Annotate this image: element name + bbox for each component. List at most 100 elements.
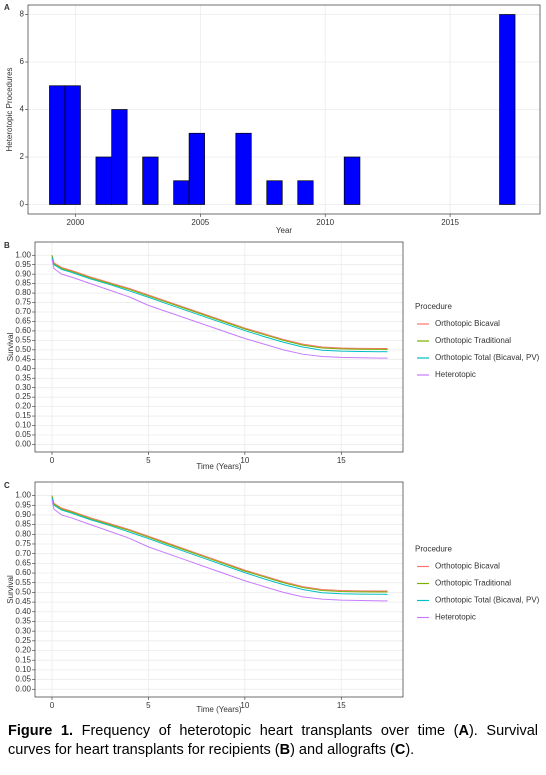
bar bbox=[173, 180, 190, 205]
panel-b: 0.000.050.100.150.200.250.300.350.400.45… bbox=[4, 241, 540, 471]
caption-text: B bbox=[279, 742, 291, 758]
y-tick-label: 0.20 bbox=[15, 402, 31, 411]
y-tick-label: 0.25 bbox=[15, 636, 31, 645]
caption-text: A bbox=[458, 723, 469, 739]
y-tick-label: 0.05 bbox=[15, 430, 31, 439]
bar bbox=[297, 180, 314, 205]
y-tick-label: 0.25 bbox=[15, 392, 31, 401]
bar bbox=[188, 132, 205, 205]
panel-background bbox=[35, 482, 403, 697]
y-tick-label: 0.40 bbox=[15, 364, 31, 373]
caption-text: Frequency of heterotopic heart transplan… bbox=[73, 723, 459, 739]
legend-label: Heterotopic bbox=[435, 613, 476, 622]
x-axis-title: Time (Years) bbox=[196, 705, 242, 714]
panel-a: 0 2 4 6 8 2000 2005 2010 2015 A Year Heterotopic Pr… bbox=[4, 3, 541, 235]
y-tick-label: 0.80 bbox=[15, 288, 31, 297]
legend-title: Procedure bbox=[415, 545, 452, 554]
bar bbox=[64, 85, 81, 205]
y-tick-label: 0.30 bbox=[15, 626, 31, 635]
y-tick-label: 6 bbox=[20, 57, 25, 66]
x-tick-label: 5 bbox=[146, 701, 151, 710]
x-tick-label: 0 bbox=[50, 456, 55, 465]
x-tick-label: 2010 bbox=[316, 218, 334, 227]
panel-border bbox=[34, 481, 404, 698]
y-tick-label: 0.50 bbox=[15, 588, 31, 597]
y-tick-label: 0.30 bbox=[15, 383, 31, 392]
survival-line bbox=[51, 255, 388, 350]
caption-text: ). Survival curves for heart transplants… bbox=[8, 723, 538, 758]
y-tick-label: 1.00 bbox=[15, 250, 31, 259]
y-tick-label: 0.55 bbox=[15, 335, 31, 344]
y-tick-label: 0.00 bbox=[15, 440, 31, 449]
legend-label: Orthotopic Bicaval bbox=[435, 562, 500, 571]
y-tick-label: 8 bbox=[20, 10, 25, 19]
panel-tag: B bbox=[4, 241, 10, 250]
bar bbox=[266, 180, 283, 205]
bar bbox=[235, 132, 252, 205]
x-axis-title: Year bbox=[276, 226, 293, 235]
survival-line bbox=[51, 257, 388, 353]
y-tick-label: 0.75 bbox=[15, 539, 31, 548]
survival-line bbox=[51, 495, 388, 593]
bar bbox=[142, 156, 159, 205]
x-tick-label: 15 bbox=[337, 701, 346, 710]
x-tick-label: 5 bbox=[146, 456, 151, 465]
x-tick-label: 0 bbox=[50, 701, 55, 710]
panel-border bbox=[34, 241, 404, 453]
legend-label: Orthotopic Bicaval bbox=[435, 319, 500, 328]
panel-background bbox=[35, 242, 403, 452]
y-tick-label: 0.70 bbox=[15, 549, 31, 558]
legend-label: Orthotopic Traditional bbox=[435, 336, 511, 345]
survival-line bbox=[51, 255, 388, 350]
y-tick-label: 0.95 bbox=[15, 500, 31, 509]
bar bbox=[499, 14, 516, 205]
y-tick-label: 0.35 bbox=[15, 617, 31, 626]
y-tick-label: 1.00 bbox=[15, 491, 31, 500]
x-axis-title: Time (Years) bbox=[196, 462, 242, 471]
legend-label: Orthotopic Total (Bicaval, PV) bbox=[435, 596, 540, 605]
y-tick-label: 4 bbox=[20, 105, 25, 114]
y-tick-label: 0.85 bbox=[15, 279, 31, 288]
legend-title: Procedure bbox=[415, 302, 452, 311]
x-tick-label: 10 bbox=[240, 456, 249, 465]
y-tick-label: 0.80 bbox=[15, 529, 31, 538]
caption-text: ). bbox=[405, 742, 415, 758]
caption-text: C bbox=[394, 742, 406, 758]
y-tick-label: 0.05 bbox=[15, 675, 31, 684]
y-tick-label: 0.40 bbox=[15, 607, 31, 616]
caption-text: ) and allografts ( bbox=[290, 742, 395, 758]
y-tick-label: 0.15 bbox=[15, 655, 31, 664]
bar bbox=[95, 156, 113, 205]
bar bbox=[111, 109, 128, 205]
survival-line bbox=[51, 495, 388, 592]
y-tick-label: 2 bbox=[20, 152, 25, 161]
y-tick-label: 0.15 bbox=[15, 411, 31, 420]
y-tick-label: 0.10 bbox=[15, 421, 31, 430]
legend-label: Orthotopic Total (Bicaval, PV) bbox=[435, 353, 540, 362]
y-tick-label: 0.20 bbox=[15, 646, 31, 655]
y-tick-label: 0.00 bbox=[15, 684, 31, 693]
y-tick-label: 0.45 bbox=[15, 597, 31, 606]
y-tick-label: 0.60 bbox=[15, 326, 31, 335]
panel-tag: C bbox=[4, 481, 10, 490]
y-tick-label: 0.60 bbox=[15, 568, 31, 577]
y-tick-label: 0.90 bbox=[15, 510, 31, 519]
y-tick-label: 0.45 bbox=[15, 354, 31, 363]
y-axis-title: Heterotopic Procedures bbox=[5, 67, 14, 151]
y-axis-title: Survival bbox=[6, 333, 15, 362]
y-tick-label: 0.50 bbox=[15, 345, 31, 354]
y-tick-label: 0.75 bbox=[15, 298, 31, 307]
bar bbox=[49, 85, 66, 205]
legend-label: Heterotopic bbox=[435, 370, 476, 379]
x-tick-label: 2015 bbox=[441, 218, 459, 227]
y-tick-label: 0.85 bbox=[15, 520, 31, 529]
x-tick-label: 15 bbox=[337, 456, 346, 465]
y-tick-label: 0.95 bbox=[15, 260, 31, 269]
y-tick-label: 0.10 bbox=[15, 665, 31, 674]
caption-text: Figure 1. bbox=[8, 723, 73, 739]
y-axis-title: Survival bbox=[6, 575, 15, 604]
y-tick-label: 0 bbox=[20, 200, 25, 209]
y-tick-label: 0.65 bbox=[15, 317, 31, 326]
panel-border bbox=[27, 4, 541, 215]
